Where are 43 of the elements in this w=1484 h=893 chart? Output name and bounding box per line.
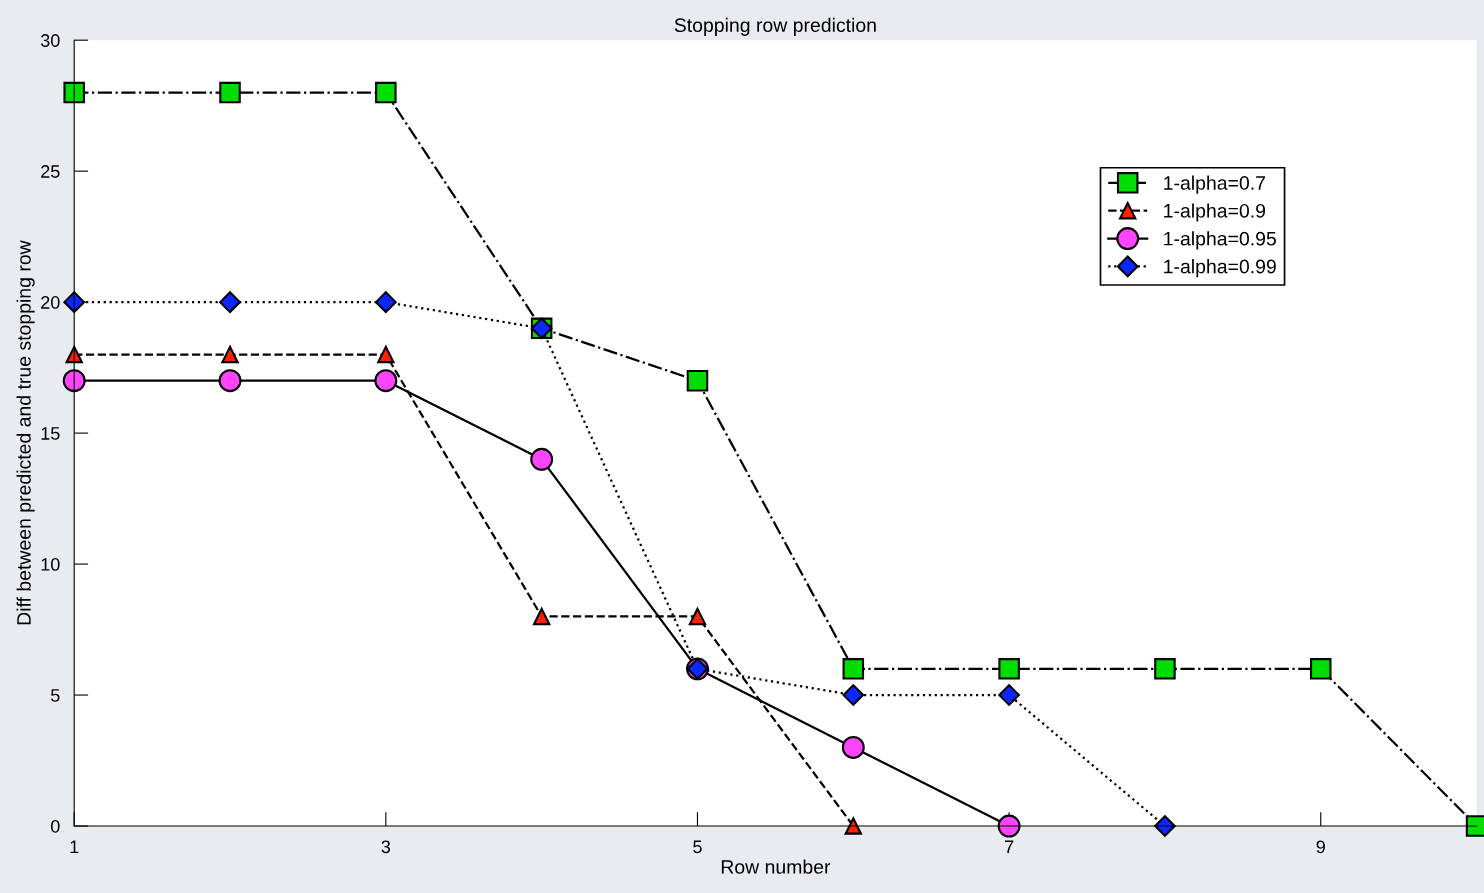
legend-label: 1-alpha=0.7 xyxy=(1164,175,1265,194)
point xyxy=(686,369,709,392)
point xyxy=(530,447,554,471)
x-tick-label: 1 xyxy=(70,840,79,853)
y-tick-label: 10 xyxy=(41,558,60,571)
legend-label: 1-alpha=0.95 xyxy=(1164,231,1276,250)
x-tick-label: 9 xyxy=(1316,840,1325,854)
point xyxy=(374,369,398,393)
point xyxy=(62,369,86,393)
point xyxy=(844,817,862,835)
point xyxy=(998,684,1020,706)
point xyxy=(221,345,239,364)
point xyxy=(65,345,83,364)
y-tick-label: 15 xyxy=(41,427,60,440)
point xyxy=(219,81,241,104)
y-tick-label: 0 xyxy=(50,819,60,833)
chart-title: Stopping row prediction xyxy=(674,17,876,36)
x-tick-label: 7 xyxy=(1005,840,1014,853)
point xyxy=(688,607,707,626)
point xyxy=(63,291,86,313)
y-axis-title: Diff between predicted and true stopping row xyxy=(16,240,35,625)
legend-label: 1-alpha=0.9 xyxy=(1164,203,1266,222)
point xyxy=(842,658,865,680)
y-tick-label: 25 xyxy=(41,165,60,178)
point xyxy=(998,658,1020,680)
point xyxy=(218,369,242,393)
x-axis-title: Row number xyxy=(721,859,831,874)
point xyxy=(1310,658,1332,680)
point xyxy=(377,345,395,364)
point xyxy=(532,607,551,626)
point xyxy=(1154,658,1176,680)
point xyxy=(842,684,865,706)
point xyxy=(63,81,85,104)
y-tick-label: 5 xyxy=(50,689,60,702)
point xyxy=(841,735,865,759)
point xyxy=(219,291,241,313)
x-tick-label: 5 xyxy=(693,840,702,854)
legend-label: 1-alpha=0.99 xyxy=(1164,259,1276,278)
y-tick-label: 20 xyxy=(41,296,60,309)
point xyxy=(374,291,397,313)
point xyxy=(375,81,397,104)
y-tick-label: 30 xyxy=(40,34,60,47)
x-tick-label: 3 xyxy=(381,840,391,854)
